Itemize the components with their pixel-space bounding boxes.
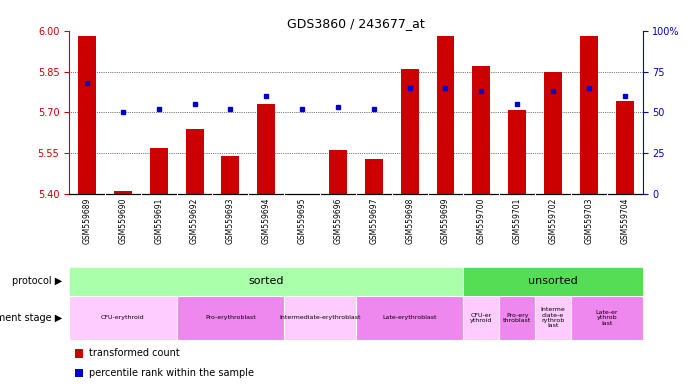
Bar: [437, 36, 455, 194]
Text: GSM559701: GSM559701: [513, 198, 522, 244]
Title: GDS3860 / 243677_at: GDS3860 / 243677_at: [287, 17, 425, 30]
Bar: [544, 71, 562, 194]
Text: GSM559700: GSM559700: [477, 198, 486, 244]
Bar: [535, 296, 571, 340]
Text: GSM559693: GSM559693: [226, 198, 235, 244]
Text: CFU-er
ythroid: CFU-er ythroid: [470, 313, 493, 323]
Text: GSM559702: GSM559702: [549, 198, 558, 244]
Text: GSM559692: GSM559692: [190, 198, 199, 244]
Text: GSM559695: GSM559695: [298, 198, 307, 244]
Bar: [78, 36, 96, 194]
Text: Late-er
ythrob
last: Late-er ythrob last: [596, 310, 618, 326]
Text: Pro-erythroblast: Pro-erythroblast: [205, 315, 256, 320]
Text: development stage ▶: development stage ▶: [0, 313, 62, 323]
Bar: [177, 296, 284, 340]
Bar: [365, 159, 383, 194]
Bar: [464, 296, 499, 340]
Bar: [186, 129, 204, 194]
Bar: [69, 296, 177, 340]
Bar: [75, 369, 84, 377]
Text: Pro-ery
throblast: Pro-ery throblast: [503, 313, 531, 323]
Bar: [221, 156, 239, 194]
Text: GSM559697: GSM559697: [369, 198, 378, 244]
Text: GSM559689: GSM559689: [82, 198, 91, 244]
Text: GSM559694: GSM559694: [262, 198, 271, 244]
Text: percentile rank within the sample: percentile rank within the sample: [89, 368, 254, 378]
Text: Intermediate-erythroblast: Intermediate-erythroblast: [279, 315, 361, 320]
Text: GSM559703: GSM559703: [585, 198, 594, 244]
Text: CFU-erythroid: CFU-erythroid: [101, 315, 144, 320]
Text: Late-erythroblast: Late-erythroblast: [382, 315, 437, 320]
Bar: [473, 66, 491, 194]
Bar: [616, 101, 634, 194]
Text: GSM559691: GSM559691: [154, 198, 163, 244]
Bar: [356, 296, 464, 340]
Text: GSM559704: GSM559704: [621, 198, 630, 244]
Bar: [499, 296, 535, 340]
Text: GSM559690: GSM559690: [118, 198, 127, 244]
Text: Interme
diate-e
rythrob
last: Interme diate-e rythrob last: [540, 307, 565, 328]
Bar: [150, 148, 168, 194]
Bar: [571, 296, 643, 340]
Bar: [464, 267, 643, 296]
Bar: [75, 349, 84, 358]
Text: GSM559696: GSM559696: [334, 198, 343, 244]
Bar: [401, 69, 419, 194]
Text: GSM559699: GSM559699: [441, 198, 450, 244]
Text: protocol ▶: protocol ▶: [12, 276, 62, 286]
Bar: [580, 36, 598, 194]
Bar: [69, 267, 464, 296]
Text: unsorted: unsorted: [528, 276, 578, 286]
Bar: [114, 191, 132, 194]
Bar: [284, 296, 356, 340]
Text: GSM559698: GSM559698: [405, 198, 414, 244]
Bar: [329, 151, 347, 194]
Text: sorted: sorted: [249, 276, 284, 286]
Bar: [508, 109, 526, 194]
Bar: [257, 104, 275, 194]
Text: transformed count: transformed count: [89, 348, 180, 358]
